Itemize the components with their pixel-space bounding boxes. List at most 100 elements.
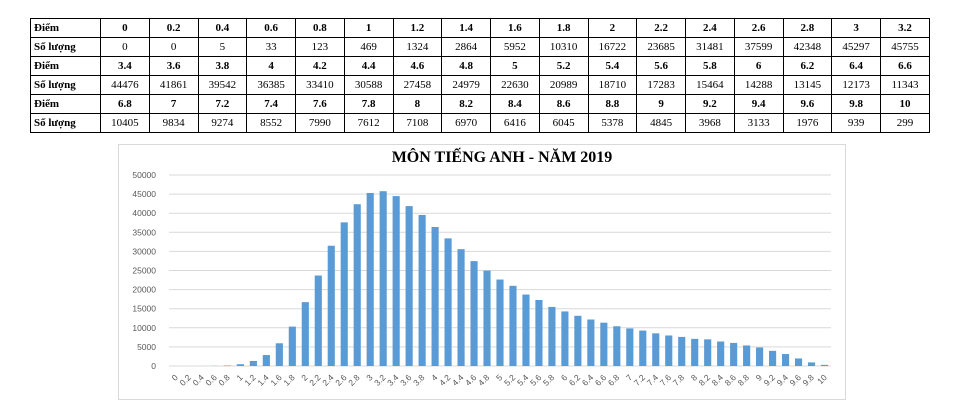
bar: [743, 345, 751, 366]
count-cell: 1324: [392, 37, 443, 57]
bar: [301, 302, 309, 366]
count-cell: 33: [246, 37, 296, 57]
bar: [535, 299, 543, 366]
bar: [392, 196, 400, 366]
count-cell: 8552: [246, 113, 296, 133]
x-tick-label: 4: [429, 372, 440, 383]
score-cell: 9: [636, 94, 686, 114]
count-cell: 7108: [392, 113, 443, 133]
count-cell: 6045: [538, 113, 589, 133]
bar: [366, 192, 374, 366]
score-cell: 8.8: [587, 94, 638, 114]
count-cell: 299: [880, 113, 930, 133]
table-count-row: Số lượng 0 0 5 33 123 469 1324 2864 5952 10310 1672…: [30, 37, 930, 57]
count-cell: 39542: [197, 75, 248, 95]
bar: [730, 342, 738, 366]
y-tick-label: 0: [151, 361, 156, 371]
x-tick-label: 9: [754, 372, 765, 383]
score-cell: 10: [880, 94, 930, 114]
score-cell: 6.6: [880, 56, 930, 76]
count-cell: 5: [197, 37, 248, 57]
bar: [431, 227, 439, 366]
x-tick-label: 10: [815, 372, 829, 386]
count-cell: 10405: [100, 113, 150, 133]
bar: [756, 347, 764, 366]
bar: [457, 249, 465, 366]
count-cell: 123: [295, 37, 345, 57]
bar: [327, 245, 335, 366]
x-tick-label: 9.8: [801, 372, 817, 388]
score-cell: 0: [100, 18, 150, 38]
count-cell: 2864: [441, 37, 491, 57]
count-cell: 41861: [148, 75, 199, 95]
score-cell: 4.2: [295, 56, 345, 76]
y-tick-label: 15000: [132, 304, 156, 314]
score-row-header: Điểm: [30, 18, 101, 38]
count-cell: 6970: [441, 113, 491, 133]
count-cell: 31481: [685, 37, 735, 57]
score-cell: 1: [343, 18, 394, 38]
score-cell: 8: [392, 94, 443, 114]
x-tick-label: 7: [624, 372, 635, 383]
score-cell: 7.8: [343, 94, 394, 114]
count-cell: 15464: [685, 75, 735, 95]
score-cell: 4.8: [441, 56, 491, 76]
score-cell: 3.6: [148, 56, 199, 76]
count-cell: 24979: [441, 75, 491, 95]
chart-area: MÔN TIẾNG ANH - NĂM 2019 0 5000 10000 15000…: [118, 144, 846, 400]
count-cell: 7612: [343, 113, 394, 133]
count-cell: 27458: [392, 75, 443, 95]
x-tick-label: 8.8: [736, 372, 752, 388]
bar: [444, 238, 452, 366]
count-cell: 3133: [733, 113, 784, 133]
count-cell: 42348: [782, 37, 833, 57]
table-score-row: Điểm 3.4 3.6 3.8 4 4.2 4.4 4.6 4.8 5 5.2 5.4 5.6 5.8 6…: [30, 56, 930, 76]
score-cell: 6.4: [831, 56, 881, 76]
bar: [665, 335, 673, 366]
x-tick-label: 5: [494, 372, 505, 383]
count-cell: 30588: [343, 75, 394, 95]
count-cell: 37599: [733, 37, 784, 57]
bar: [794, 358, 803, 366]
score-cell: 5.4: [587, 56, 638, 76]
x-tick-label: 0.8: [216, 372, 232, 388]
score-cell: 0.8: [295, 18, 345, 38]
count-cell: 9834: [148, 113, 199, 133]
bar: [587, 319, 595, 366]
score-cell: 9.2: [685, 94, 735, 114]
score-cell: 7.2: [197, 94, 248, 114]
score-cell: 2: [587, 18, 638, 38]
bar: [418, 214, 426, 366]
count-cell: 20989: [538, 75, 589, 95]
count-cell: 45755: [880, 37, 930, 57]
score-cell: 2.6: [733, 18, 784, 38]
bar: [522, 294, 530, 366]
count-cell: 11343: [880, 75, 930, 95]
y-tick-label: 35000: [132, 227, 156, 237]
score-cell: 5.6: [636, 56, 686, 76]
x-tick-label: 2: [299, 372, 310, 383]
score-cell: 5.8: [685, 56, 735, 76]
count-row-header: Số lượng: [30, 113, 101, 133]
y-tick-label: 40000: [132, 208, 156, 218]
bar-chart: MÔN TIẾNG ANH - NĂM 2019 050001000015000…: [132, 147, 831, 388]
score-cell: 3: [831, 18, 881, 38]
score-cell: 7.4: [246, 94, 296, 114]
y-tick-label: 25000: [132, 266, 156, 276]
score-cell: 0.4: [197, 18, 248, 38]
score-cell: 6.2: [782, 56, 833, 76]
bar: [288, 326, 296, 366]
table-count-row: Số lượng 44476 41861 39542 36385 33410 30588 27…: [30, 75, 930, 95]
bar: [509, 285, 517, 366]
bar: [613, 326, 621, 366]
score-cell: 7.6: [295, 94, 345, 114]
y-tick-label: 45000: [132, 189, 156, 199]
bar: [470, 261, 478, 366]
bar: [820, 364, 829, 366]
y-tick-label: 30000: [132, 246, 156, 256]
count-cell: 6416: [490, 113, 540, 133]
bar: [405, 206, 413, 366]
score-cell: 5.2: [538, 56, 589, 76]
score-cell: 3.2: [880, 18, 930, 38]
count-cell: 5378: [587, 113, 638, 133]
